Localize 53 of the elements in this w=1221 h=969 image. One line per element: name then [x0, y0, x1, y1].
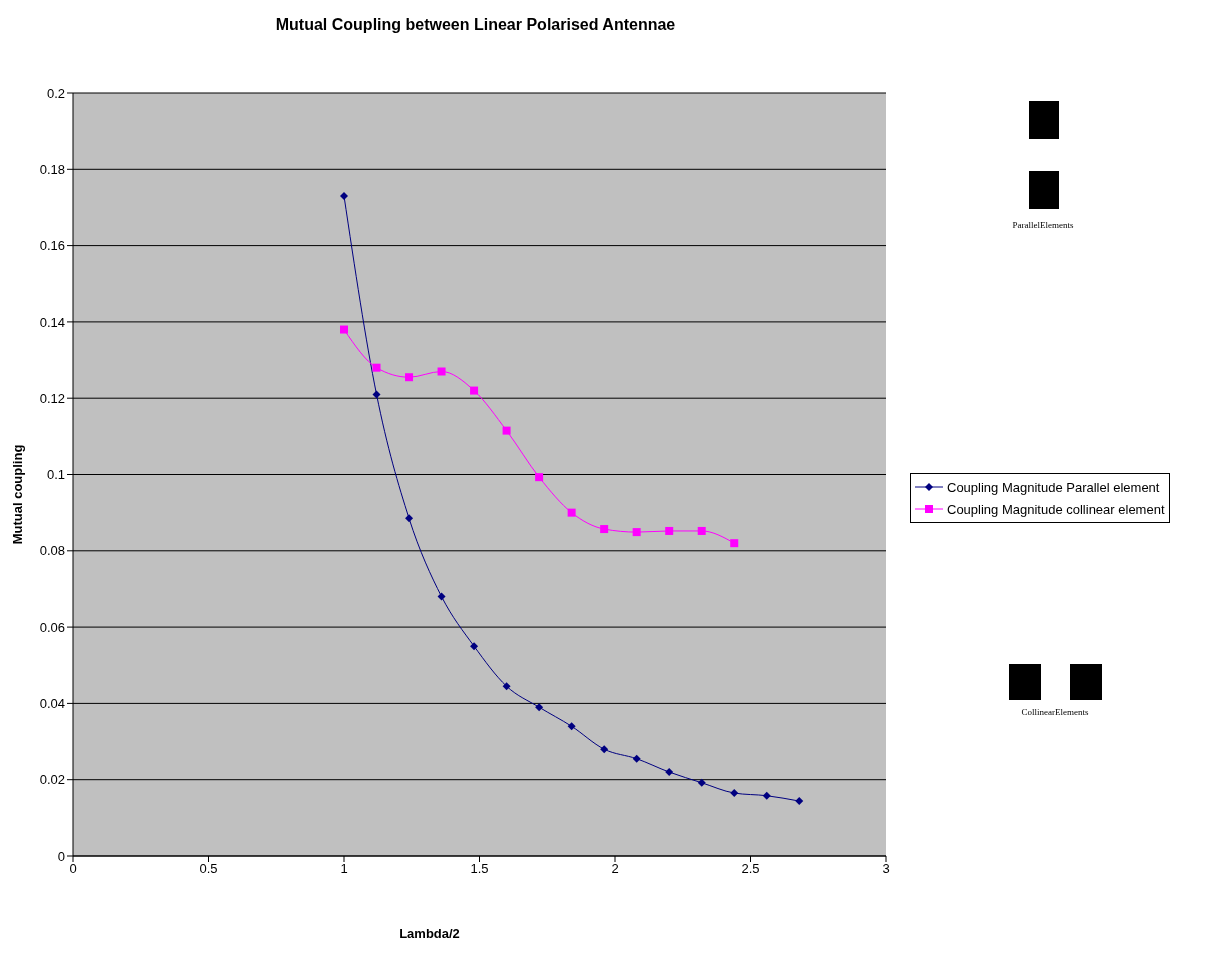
point [470, 386, 479, 395]
point [600, 745, 609, 754]
point [372, 390, 381, 399]
point [535, 473, 544, 482]
x-tick-label: 1.5 [470, 861, 489, 877]
point [697, 526, 706, 535]
legend-label: Coupling Magnitude collinear element [947, 501, 1165, 517]
point [437, 592, 446, 601]
x-tick-label: 1 [340, 861, 348, 877]
x-tick-label: 2.5 [741, 861, 760, 877]
point [697, 778, 706, 787]
y-tick-label: 0 [57, 848, 65, 864]
y-tick-label: 0.12 [39, 390, 65, 406]
legend-label: Coupling Magnitude Parallel element [947, 479, 1160, 495]
point [535, 703, 544, 712]
point [762, 791, 771, 800]
point [730, 539, 739, 548]
chart-title: Mutual Coupling between Linear Polarised Antennae [274, 16, 677, 34]
y-tick-label: 0.06 [39, 619, 65, 635]
y-axis-title: Mutual coupling [10, 444, 26, 545]
x-tick-label: 0.5 [199, 861, 218, 877]
point [730, 789, 739, 798]
y-tick-label: 0.14 [39, 314, 65, 330]
point [632, 754, 641, 763]
x-tick-label: 3 [882, 861, 890, 877]
text: CollinearElements [1020, 707, 1090, 717]
point [405, 373, 414, 382]
point [405, 514, 414, 523]
point [340, 325, 348, 334]
x-tick-label: 2 [611, 861, 619, 877]
point [632, 528, 641, 537]
point [437, 367, 446, 376]
point [502, 682, 511, 691]
y-tick-label: 0.08 [39, 543, 65, 559]
y-tick-label: 0.18 [39, 161, 65, 177]
point [665, 768, 674, 777]
y-tick-label: 0.1 [46, 467, 65, 483]
point [567, 722, 576, 731]
point [372, 363, 381, 372]
y-tick-label: 0.04 [39, 696, 65, 712]
y-tick-label: 0.2 [46, 85, 65, 101]
x-tick-label: 0 [69, 861, 77, 877]
point [665, 526, 674, 535]
point [600, 525, 609, 534]
y-tick-label: 0.02 [39, 772, 65, 788]
x-axis-title: Lambda/2 [398, 926, 461, 941]
point [470, 642, 479, 651]
text: ParallelElements [1011, 220, 1075, 230]
y-tick-label: 0.16 [39, 238, 65, 254]
point [795, 797, 804, 806]
point [567, 508, 576, 517]
point [340, 192, 348, 201]
point [502, 426, 511, 435]
